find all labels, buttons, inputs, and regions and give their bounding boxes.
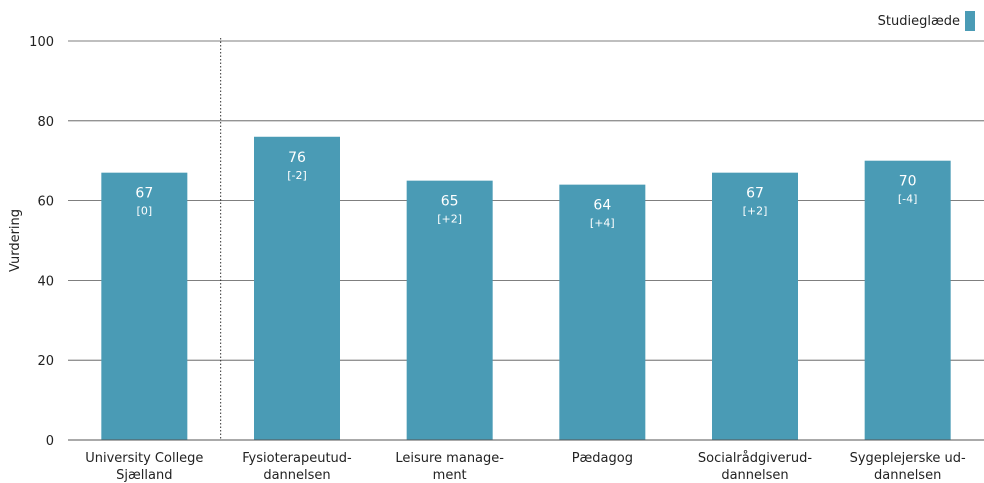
bar-value-label: 67 (746, 186, 764, 202)
y-tick-label: 20 (37, 354, 54, 369)
x-tick-label: Socialrådgiverud-dannelsen (698, 451, 812, 483)
bar-delta-label: [+2] (743, 205, 768, 218)
x-tick-label: Sygeplejerske ud-dannelsen (850, 451, 966, 483)
bar-delta-label: [0] (137, 205, 153, 218)
bar-delta-label: [+2] (437, 213, 462, 226)
legend-label: Studieglæde (877, 13, 960, 29)
bar-value-label: 65 (441, 194, 459, 210)
x-tick-label: University College Sjælland (85, 451, 203, 483)
bar (406, 180, 493, 440)
bar-delta-label: [-4] (898, 193, 918, 206)
y-tick-label: 100 (29, 35, 54, 50)
legend: Studieglæde (878, 11, 975, 31)
x-tick-label-line: Sjælland (116, 468, 172, 483)
x-tick-label-line: ment (433, 468, 467, 483)
bar-value-label: 64 (593, 198, 611, 214)
y-tick-label: 80 (37, 115, 54, 130)
bar (864, 160, 951, 440)
x-tick-label-line: Fysioterapeutud- (242, 451, 352, 466)
y-axis-title: Vurdering (8, 209, 23, 272)
bar (101, 172, 188, 441)
x-tick-label-line: Leisure manage- (395, 451, 504, 466)
y-tick-label: 0 (46, 434, 54, 449)
y-tick-label: 60 (37, 195, 54, 210)
bar-value-label: 76 (288, 150, 306, 166)
bar-delta-label: [+4] (590, 217, 615, 230)
x-tick-label-line: University College (85, 451, 203, 466)
bar-value-label: 67 (135, 186, 153, 202)
x-tick-label: Fysioterapeutud-dannelsen (242, 451, 352, 483)
x-tick-label: Pædagog (572, 451, 633, 466)
bar-delta-label: [-2] (287, 169, 307, 182)
legend-swatch (965, 11, 975, 31)
bar (712, 172, 798, 441)
x-tick-label-line: dannelsen (874, 468, 941, 483)
x-tick-label: Leisure manage-ment (395, 451, 504, 483)
y-tick-label: 40 (37, 274, 54, 289)
x-tick-label-line: Sygeplejerske ud- (850, 451, 966, 466)
bar (559, 184, 646, 440)
x-tick-label-line: dannelsen (721, 468, 788, 483)
x-tick-label-line: Socialrådgiverud- (698, 451, 812, 466)
bar-value-label: 70 (899, 174, 917, 190)
x-tick-label-line: Pædagog (572, 451, 633, 466)
bar (254, 136, 340, 440)
x-tick-label-line: dannelsen (263, 468, 330, 483)
